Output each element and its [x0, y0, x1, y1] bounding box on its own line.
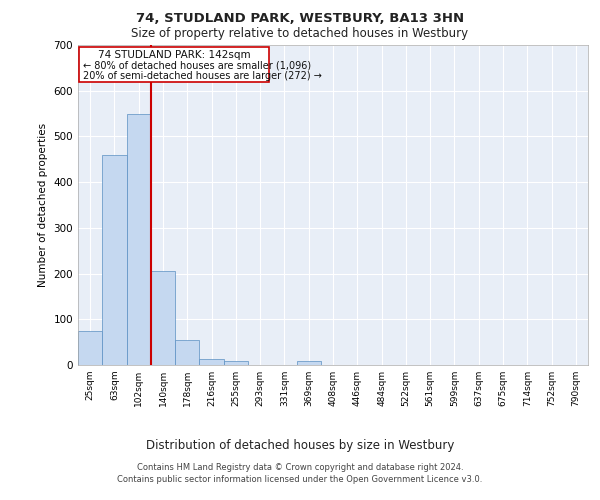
Text: 74 STUDLAND PARK: 142sqm: 74 STUDLAND PARK: 142sqm	[98, 50, 250, 60]
FancyBboxPatch shape	[79, 47, 269, 82]
Text: Contains HM Land Registry data © Crown copyright and database right 2024.: Contains HM Land Registry data © Crown c…	[137, 464, 463, 472]
Bar	[102, 154, 127, 365]
Bar	[78, 330, 102, 365]
Bar	[151, 272, 175, 365]
Bar	[296, 362, 321, 365]
Y-axis label: Number of detached properties: Number of detached properties	[38, 123, 48, 287]
Text: Size of property relative to detached houses in Westbury: Size of property relative to detached ho…	[131, 28, 469, 40]
Bar	[224, 362, 248, 365]
Bar	[199, 359, 224, 365]
Bar	[175, 340, 199, 365]
Bar	[127, 114, 151, 365]
Text: Contains public sector information licensed under the Open Government Licence v3: Contains public sector information licen…	[118, 475, 482, 484]
Text: 20% of semi-detached houses are larger (272) →: 20% of semi-detached houses are larger (…	[83, 70, 322, 81]
Text: ← 80% of detached houses are smaller (1,096): ← 80% of detached houses are smaller (1,…	[83, 60, 311, 70]
Text: Distribution of detached houses by size in Westbury: Distribution of detached houses by size …	[146, 440, 454, 452]
Text: 74, STUDLAND PARK, WESTBURY, BA13 3HN: 74, STUDLAND PARK, WESTBURY, BA13 3HN	[136, 12, 464, 26]
